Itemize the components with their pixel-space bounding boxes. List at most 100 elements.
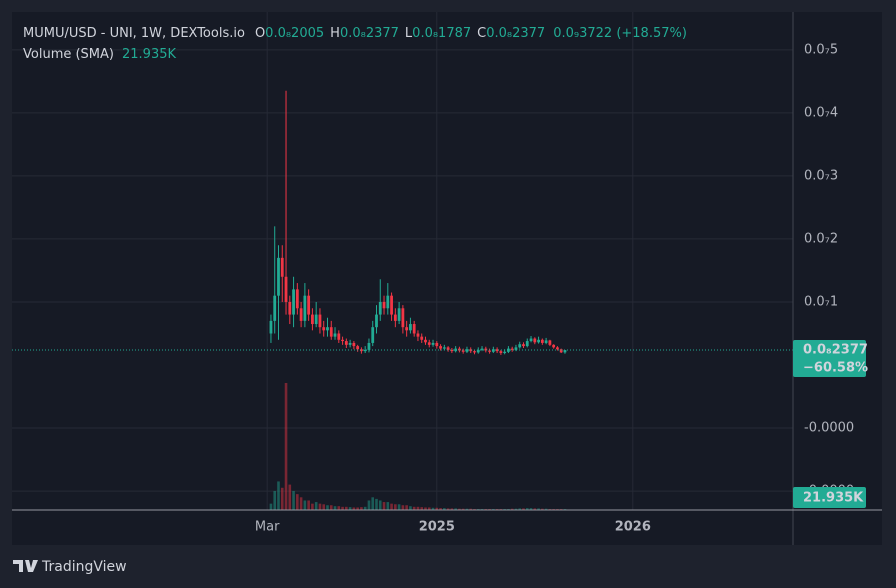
- candle-body: [393, 314, 397, 321]
- volume-bar: [446, 508, 450, 510]
- volume-bar: [363, 506, 367, 510]
- y-tick-label: -0.0000: [804, 421, 854, 436]
- candle-body: [295, 289, 299, 309]
- brand-logo: [13, 560, 38, 572]
- candle-body: [529, 338, 533, 342]
- candle-body: [420, 336, 424, 340]
- volume-bar: [341, 506, 344, 510]
- volume-bar: [348, 507, 352, 510]
- volume-bar: [375, 498, 378, 510]
- y-tick-label: 0.0₇5: [804, 42, 838, 57]
- volume-bar: [360, 507, 363, 510]
- x-tick-label: Mar: [255, 520, 280, 535]
- candle-body: [409, 324, 412, 331]
- candle-body: [292, 289, 295, 315]
- volume-bar: [329, 505, 333, 510]
- candle-body: [518, 344, 522, 348]
- candle-body: [322, 327, 326, 331]
- volume-bar: [431, 507, 435, 510]
- candle-body: [548, 340, 552, 345]
- candle-body: [390, 295, 393, 315]
- candle-body: [495, 349, 499, 352]
- volume-bar: [299, 497, 303, 510]
- volume-legend: Volume (SMA) 21.935K: [23, 47, 176, 62]
- candle-body: [352, 342, 356, 347]
- volume-bar: [311, 503, 314, 510]
- candle-body: [318, 314, 322, 328]
- candle-body: [371, 327, 375, 343]
- symbol-title: MUMU/USD - UNI, 1W, DEXTools.io: [23, 26, 245, 41]
- volume-bar: [401, 505, 405, 510]
- candle-body: [559, 349, 563, 353]
- candle-body: [442, 347, 446, 349]
- candle-body: [326, 327, 329, 331]
- candle-body: [510, 348, 514, 350]
- candle-body: [356, 346, 360, 350]
- volume-bar: [518, 508, 522, 510]
- volume-bar: [333, 506, 337, 510]
- candle-body: [311, 314, 314, 325]
- candle-body: [299, 308, 303, 321]
- candle-body: [367, 342, 371, 350]
- volume-bar: [541, 508, 544, 510]
- y-tick-label: 0.0₇4: [804, 105, 838, 120]
- candle-body: [363, 349, 367, 352]
- candle-body: [446, 347, 450, 350]
- candle-body: [431, 342, 435, 345]
- candle-body: [514, 347, 518, 350]
- candle-body: [556, 347, 559, 350]
- volume-name: Volume (SMA): [23, 47, 114, 62]
- candle-body: [522, 344, 525, 347]
- candle-body: [439, 346, 442, 349]
- volume-bar: [288, 484, 292, 510]
- candle-body: [273, 295, 277, 321]
- ohlc-key: H: [330, 26, 340, 41]
- candle-body: [416, 333, 420, 337]
- volume-bar: [337, 506, 341, 510]
- candle-body: [563, 350, 567, 353]
- candle-body: [552, 344, 556, 348]
- candle-body: [469, 349, 473, 352]
- volume-bar: [465, 508, 469, 510]
- volume-bar: [533, 508, 537, 510]
- volume-bar: [390, 503, 393, 510]
- volume-bar: [537, 508, 540, 510]
- volume-bar: [529, 508, 533, 510]
- volume-bar: [397, 504, 401, 510]
- volume-bar: [273, 490, 277, 510]
- ohlc: O0.0₈2005 H0.0₈2377 L0.0₈1787 C0.0₈2377: [255, 26, 545, 41]
- volume-bar: [367, 500, 371, 510]
- volume-bar: [454, 508, 457, 510]
- candle-body: [465, 349, 469, 352]
- axes: 0.0₇50.0₇40.0₇30.0₇20.0₇1-0.0000-0.0000M…: [255, 42, 868, 534]
- volume-bar: [371, 497, 375, 510]
- candle-body: [473, 351, 476, 353]
- candle-body: [382, 301, 386, 309]
- candle-body: [375, 314, 378, 328]
- volume-bar: [409, 506, 412, 510]
- candle-body: [491, 349, 495, 352]
- x-tick-label: 2025: [419, 520, 455, 535]
- candle-body: [307, 295, 311, 315]
- volume-bar: [412, 506, 416, 510]
- candle-body: [284, 276, 288, 302]
- candle-body: [533, 338, 537, 343]
- volume-bar: [525, 508, 529, 510]
- y-tick-label: 0.0₇2: [804, 231, 838, 246]
- volume-bar: [352, 507, 356, 510]
- candle-body: [484, 348, 488, 351]
- ohlc-value: 0.0₈2005: [265, 26, 324, 41]
- candle-body: [341, 339, 344, 342]
- volume-bar: [303, 500, 307, 510]
- candle-body: [435, 342, 439, 347]
- candle-body: [337, 333, 341, 340]
- candle-body: [280, 257, 284, 277]
- volume-bar: [378, 500, 382, 510]
- volume-bar: [307, 500, 310, 510]
- volume-bar: [458, 508, 461, 510]
- volume-bar: [424, 507, 427, 510]
- candle-body: [269, 320, 273, 334]
- volume-bar: [318, 503, 322, 510]
- y-tick-label: 0.0₇3: [804, 168, 838, 183]
